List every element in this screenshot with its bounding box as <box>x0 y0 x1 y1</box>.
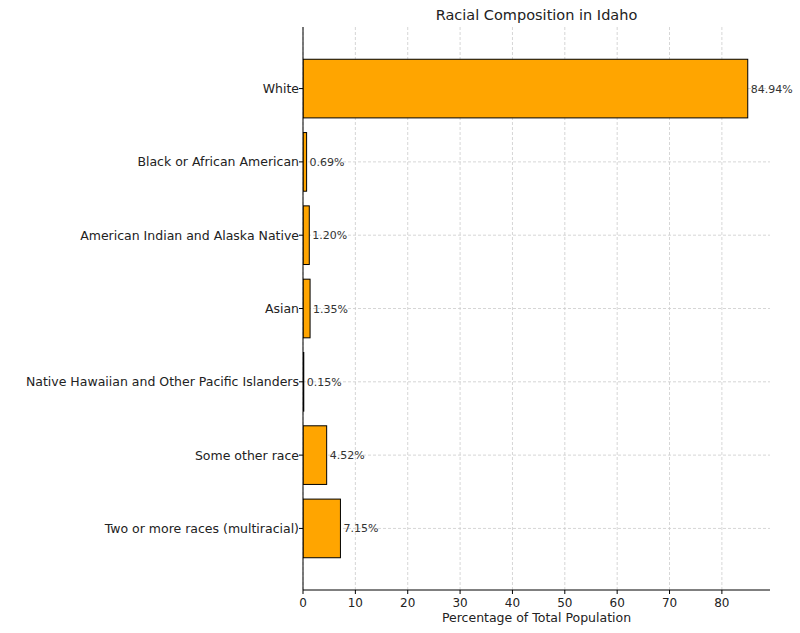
category-label: Two or more races (multiracial) <box>104 521 299 536</box>
data-label: 1.35% <box>313 303 348 316</box>
data-label: 84.94% <box>751 83 793 96</box>
y-tick <box>299 161 303 162</box>
x-tick <box>512 590 513 594</box>
bars <box>303 59 748 557</box>
chart-svg: 84.94% 0.69% 1.20% 1.35% 0.15% 4.52% 7.15% 0 10 2… <box>0 0 800 633</box>
x-tick <box>564 590 565 594</box>
x-tick-label: 20 <box>400 596 415 610</box>
grid-line <box>303 161 770 162</box>
y-tick <box>299 308 303 309</box>
x-tick-label: 50 <box>557 596 572 610</box>
x-tick <box>460 590 461 594</box>
x-tick <box>721 590 722 594</box>
x-tick-label: 30 <box>452 596 467 610</box>
y-ticks: White Black or African American American I… <box>26 81 303 536</box>
bar <box>303 426 327 485</box>
bar <box>303 206 309 265</box>
title: Racial Composition in Idaho <box>436 7 638 23</box>
grid-line <box>303 235 770 236</box>
x-tick <box>617 590 618 594</box>
x-tick-label: 40 <box>505 596 520 610</box>
category-label: White <box>263 81 300 96</box>
data-label: 4.52% <box>330 449 365 462</box>
category-label: Black or African American <box>137 154 299 169</box>
data-label: 7.15% <box>343 522 378 535</box>
x-tick-label: 0 <box>299 596 307 610</box>
y-tick <box>299 455 303 456</box>
x-tick-label: 70 <box>662 596 677 610</box>
data-label: 0.69% <box>310 156 345 169</box>
bar <box>303 133 307 192</box>
category-label: American Indian and Alaska Native <box>80 228 299 243</box>
category-label: Asian <box>265 301 299 316</box>
x-tick <box>303 590 304 594</box>
grid-line <box>303 455 770 456</box>
bar <box>303 59 748 118</box>
data-label: 1.20% <box>312 229 347 242</box>
grid-line <box>303 308 770 309</box>
x-ticks: 0 10 20 30 40 50 60 70 80 <box>299 590 729 610</box>
chart-container: 84.94% 0.69% 1.20% 1.35% 0.15% 4.52% 7.15% 0 10 2… <box>0 0 800 633</box>
x-tick-label: 60 <box>610 596 625 610</box>
data-labels: 84.94% 0.69% 1.20% 1.35% 0.15% 4.52% 7.15% <box>307 83 793 536</box>
x-tick <box>407 590 408 594</box>
grid-line <box>303 381 770 382</box>
x-tick-label: 10 <box>348 596 363 610</box>
y-tick <box>299 528 303 529</box>
grid <box>303 27 770 590</box>
x-axis-label: Percentage of Total Population <box>442 610 631 625</box>
y-tick <box>299 235 303 236</box>
x-tick-label: 80 <box>714 596 729 610</box>
category-label: Some other race <box>195 448 299 463</box>
x-tick <box>669 590 670 594</box>
data-label: 0.15% <box>307 376 342 389</box>
x-tick <box>355 590 356 594</box>
y-tick <box>299 381 303 382</box>
x-axis-line <box>303 590 770 591</box>
category-label: Native Hawaiian and Other Pacific Island… <box>26 374 299 389</box>
bar <box>303 499 340 558</box>
bar <box>303 279 310 338</box>
y-tick <box>299 88 303 89</box>
